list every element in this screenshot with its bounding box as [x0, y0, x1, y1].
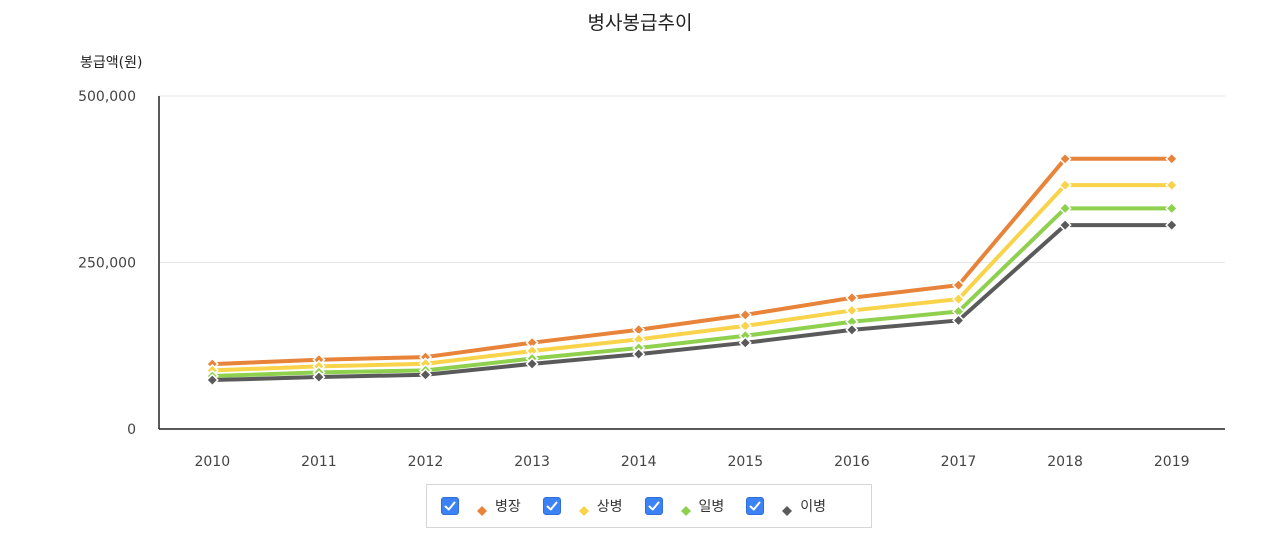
data-point	[845, 303, 859, 318]
x-tick-label: 2018	[1047, 454, 1083, 470]
data-point	[1165, 201, 1179, 215]
data-point	[525, 357, 539, 371]
data-point	[951, 278, 966, 292]
chart-title: 병사봉급추이	[587, 12, 693, 34]
legend-item[interactable]: 이병	[746, 496, 826, 516]
data-point	[1058, 178, 1072, 192]
data-point	[1165, 152, 1179, 166]
legend-item[interactable]: 병장	[441, 496, 521, 516]
legend-label: 상병	[596, 499, 623, 515]
diamond-icon	[782, 501, 793, 516]
data-point	[1058, 218, 1072, 232]
legend-checkbox[interactable]	[746, 497, 765, 515]
data-point	[951, 292, 966, 306]
check-icon	[749, 501, 761, 511]
check-icon	[546, 501, 558, 511]
legend: 병장 상병 일병 이병	[426, 484, 872, 528]
data-point	[312, 370, 326, 384]
data-point	[1058, 201, 1072, 215]
legend-label: 일병	[698, 499, 725, 515]
y-tick-label: 0	[127, 422, 136, 438]
data-point	[738, 336, 752, 350]
legend-label: 병장	[495, 499, 521, 515]
check-icon	[648, 501, 660, 511]
data-point	[1165, 218, 1179, 232]
x-tick-label: 2012	[408, 454, 444, 470]
legend-checkbox[interactable]	[542, 497, 561, 515]
legend-checkbox[interactable]	[441, 497, 459, 515]
legend-label: 이병	[800, 499, 827, 515]
x-tick-label: 2019	[1154, 454, 1190, 470]
diamond-icon	[477, 501, 487, 516]
data-point	[845, 323, 859, 337]
data-point	[632, 347, 646, 361]
x-tick-label: 2015	[727, 454, 763, 470]
series-line-1	[210, 156, 1174, 367]
data-point	[205, 373, 219, 387]
legend-item[interactable]: 상병	[542, 496, 623, 516]
y-tick-label: 500,000	[78, 89, 136, 105]
check-icon	[444, 501, 456, 511]
data-point	[845, 291, 859, 305]
y-tick-label: 250,000	[78, 256, 136, 272]
data-point	[1058, 152, 1072, 166]
y-axis-title: 봉급액(원)	[80, 55, 143, 71]
series-line-2	[210, 183, 1174, 373]
x-tick-label: 2011	[301, 454, 337, 470]
legend-item[interactable]: 일병	[644, 496, 725, 516]
data-point	[738, 308, 752, 322]
x-tick-label: 2014	[621, 454, 657, 470]
x-tick-label: 2016	[834, 454, 870, 470]
x-tick-label: 2017	[941, 454, 977, 470]
series-line-3	[210, 206, 1174, 379]
diamond-icon	[680, 501, 691, 516]
diamond-icon	[578, 501, 589, 516]
data-point	[418, 368, 433, 382]
legend-checkbox[interactable]	[644, 497, 663, 515]
series-line-4	[210, 223, 1174, 383]
data-point	[1165, 178, 1179, 192]
data-point	[951, 313, 966, 328]
x-tick-label: 2010	[194, 454, 230, 470]
x-tick-label: 2013	[514, 454, 550, 470]
